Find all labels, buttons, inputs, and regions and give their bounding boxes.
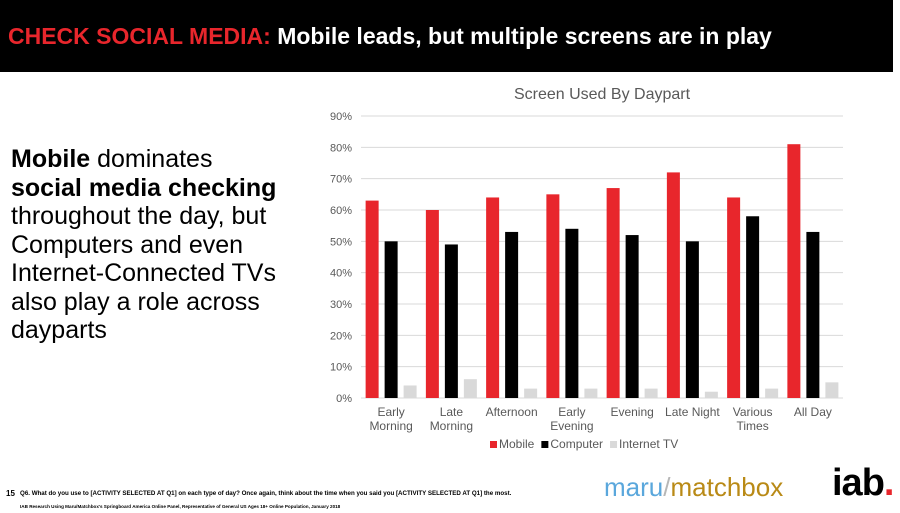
bar-computer <box>444 244 458 398</box>
header-bar: CHECK SOCIAL MEDIA: Mobile leads, but mu… <box>0 0 893 72</box>
title-accent: CHECK SOCIAL MEDIA: <box>8 22 271 49</box>
title-main: Mobile leads, but multiple screens are i… <box>277 22 772 49</box>
x-tick-label: Early <box>377 405 404 419</box>
x-tick-label: Late <box>440 405 464 419</box>
bar-internet-tv <box>765 388 779 398</box>
x-tick-label: Afternoon <box>486 405 538 419</box>
legend-label: Computer <box>550 437 603 451</box>
bar-internet-tv <box>825 382 839 398</box>
bar-computer <box>565 228 579 398</box>
bar-mobile <box>365 200 379 398</box>
bar-mobile <box>787 144 801 398</box>
bar-computer <box>625 235 639 398</box>
y-tick-label: 10% <box>330 362 352 374</box>
legend-label: Mobile <box>499 437 535 451</box>
bar-computer <box>746 216 760 398</box>
bar-computer <box>685 241 699 398</box>
summary-text: Mobile dominates social media checking t… <box>11 145 291 345</box>
iab-logo: iab. <box>832 462 895 505</box>
bar-internet-tv <box>403 385 417 398</box>
y-tick-label: 40% <box>330 268 352 280</box>
logo-matchbox-text: matchbox <box>670 472 784 502</box>
summary-bold-1: Mobile <box>11 145 91 173</box>
x-tick-label: Evening <box>550 419 593 433</box>
y-tick-label: 20% <box>330 330 352 342</box>
x-tick-label: Evening <box>610 405 653 419</box>
logo-iab-text: iab <box>832 462 885 504</box>
x-tick-label: Times <box>737 419 769 433</box>
bar-mobile <box>666 172 680 398</box>
x-tick-label: Early <box>558 405 585 419</box>
bar-internet-tv <box>704 391 718 398</box>
y-tick-label: 30% <box>330 299 352 311</box>
bar-mobile <box>606 188 620 398</box>
logo-slash: / <box>663 472 671 502</box>
logo-maru-text: maru <box>604 472 664 502</box>
legend-swatch <box>541 441 549 448</box>
x-tick-label: Late Night <box>665 405 720 419</box>
legend-swatch <box>490 441 497 448</box>
y-tick-label: 90% <box>330 111 352 123</box>
bar-mobile <box>546 194 560 398</box>
bar-mobile <box>727 197 741 398</box>
legend-swatch <box>610 441 618 448</box>
x-tick-label: Morning <box>430 419 473 433</box>
bar-internet-tv <box>463 379 477 398</box>
maru-matchbox-logo: maru/matchbox <box>604 472 783 503</box>
page-number: 15 <box>6 489 15 498</box>
y-tick-label: 0% <box>336 393 352 405</box>
footer-source: IAB Research Using Maru/Matchbox's Sprin… <box>20 504 341 509</box>
summary-normal-1: dominates <box>90 145 213 173</box>
y-tick-label: 50% <box>330 236 352 248</box>
legend-label: Internet TV <box>619 437 678 451</box>
x-tick-label: All Day <box>794 405 832 419</box>
bar-internet-tv <box>644 388 658 398</box>
bar-mobile <box>486 197 500 398</box>
bar-computer <box>384 241 398 398</box>
bar-computer <box>505 231 519 398</box>
x-tick-label: Various <box>733 405 773 419</box>
bar-mobile <box>425 210 439 398</box>
bar-computer <box>806 231 820 398</box>
chart-title: Screen Used By Daypart <box>514 86 691 103</box>
x-tick-label: Morning <box>369 419 412 433</box>
bar-internet-tv <box>524 388 538 398</box>
logo-iab-dot: . <box>883 462 895 504</box>
bar-internet-tv <box>584 388 598 398</box>
y-tick-label: 60% <box>330 205 352 217</box>
page-title: CHECK SOCIAL MEDIA: Mobile leads, but mu… <box>8 23 772 50</box>
summary-bold-2: social media checking <box>11 173 277 202</box>
summary-normal-2: throughout the day, but Computers and ev… <box>11 202 276 344</box>
y-tick-label: 70% <box>330 174 352 186</box>
y-tick-label: 80% <box>330 142 352 154</box>
footer-question: Q6. What do you use to [ACTIVITY SELECTE… <box>20 490 512 497</box>
